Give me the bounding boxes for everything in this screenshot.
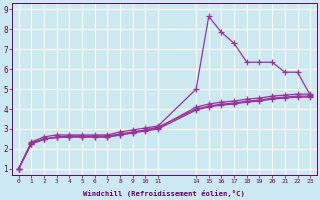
X-axis label: Windchill (Refroidissement éolien,°C): Windchill (Refroidissement éolien,°C) — [84, 190, 245, 197]
